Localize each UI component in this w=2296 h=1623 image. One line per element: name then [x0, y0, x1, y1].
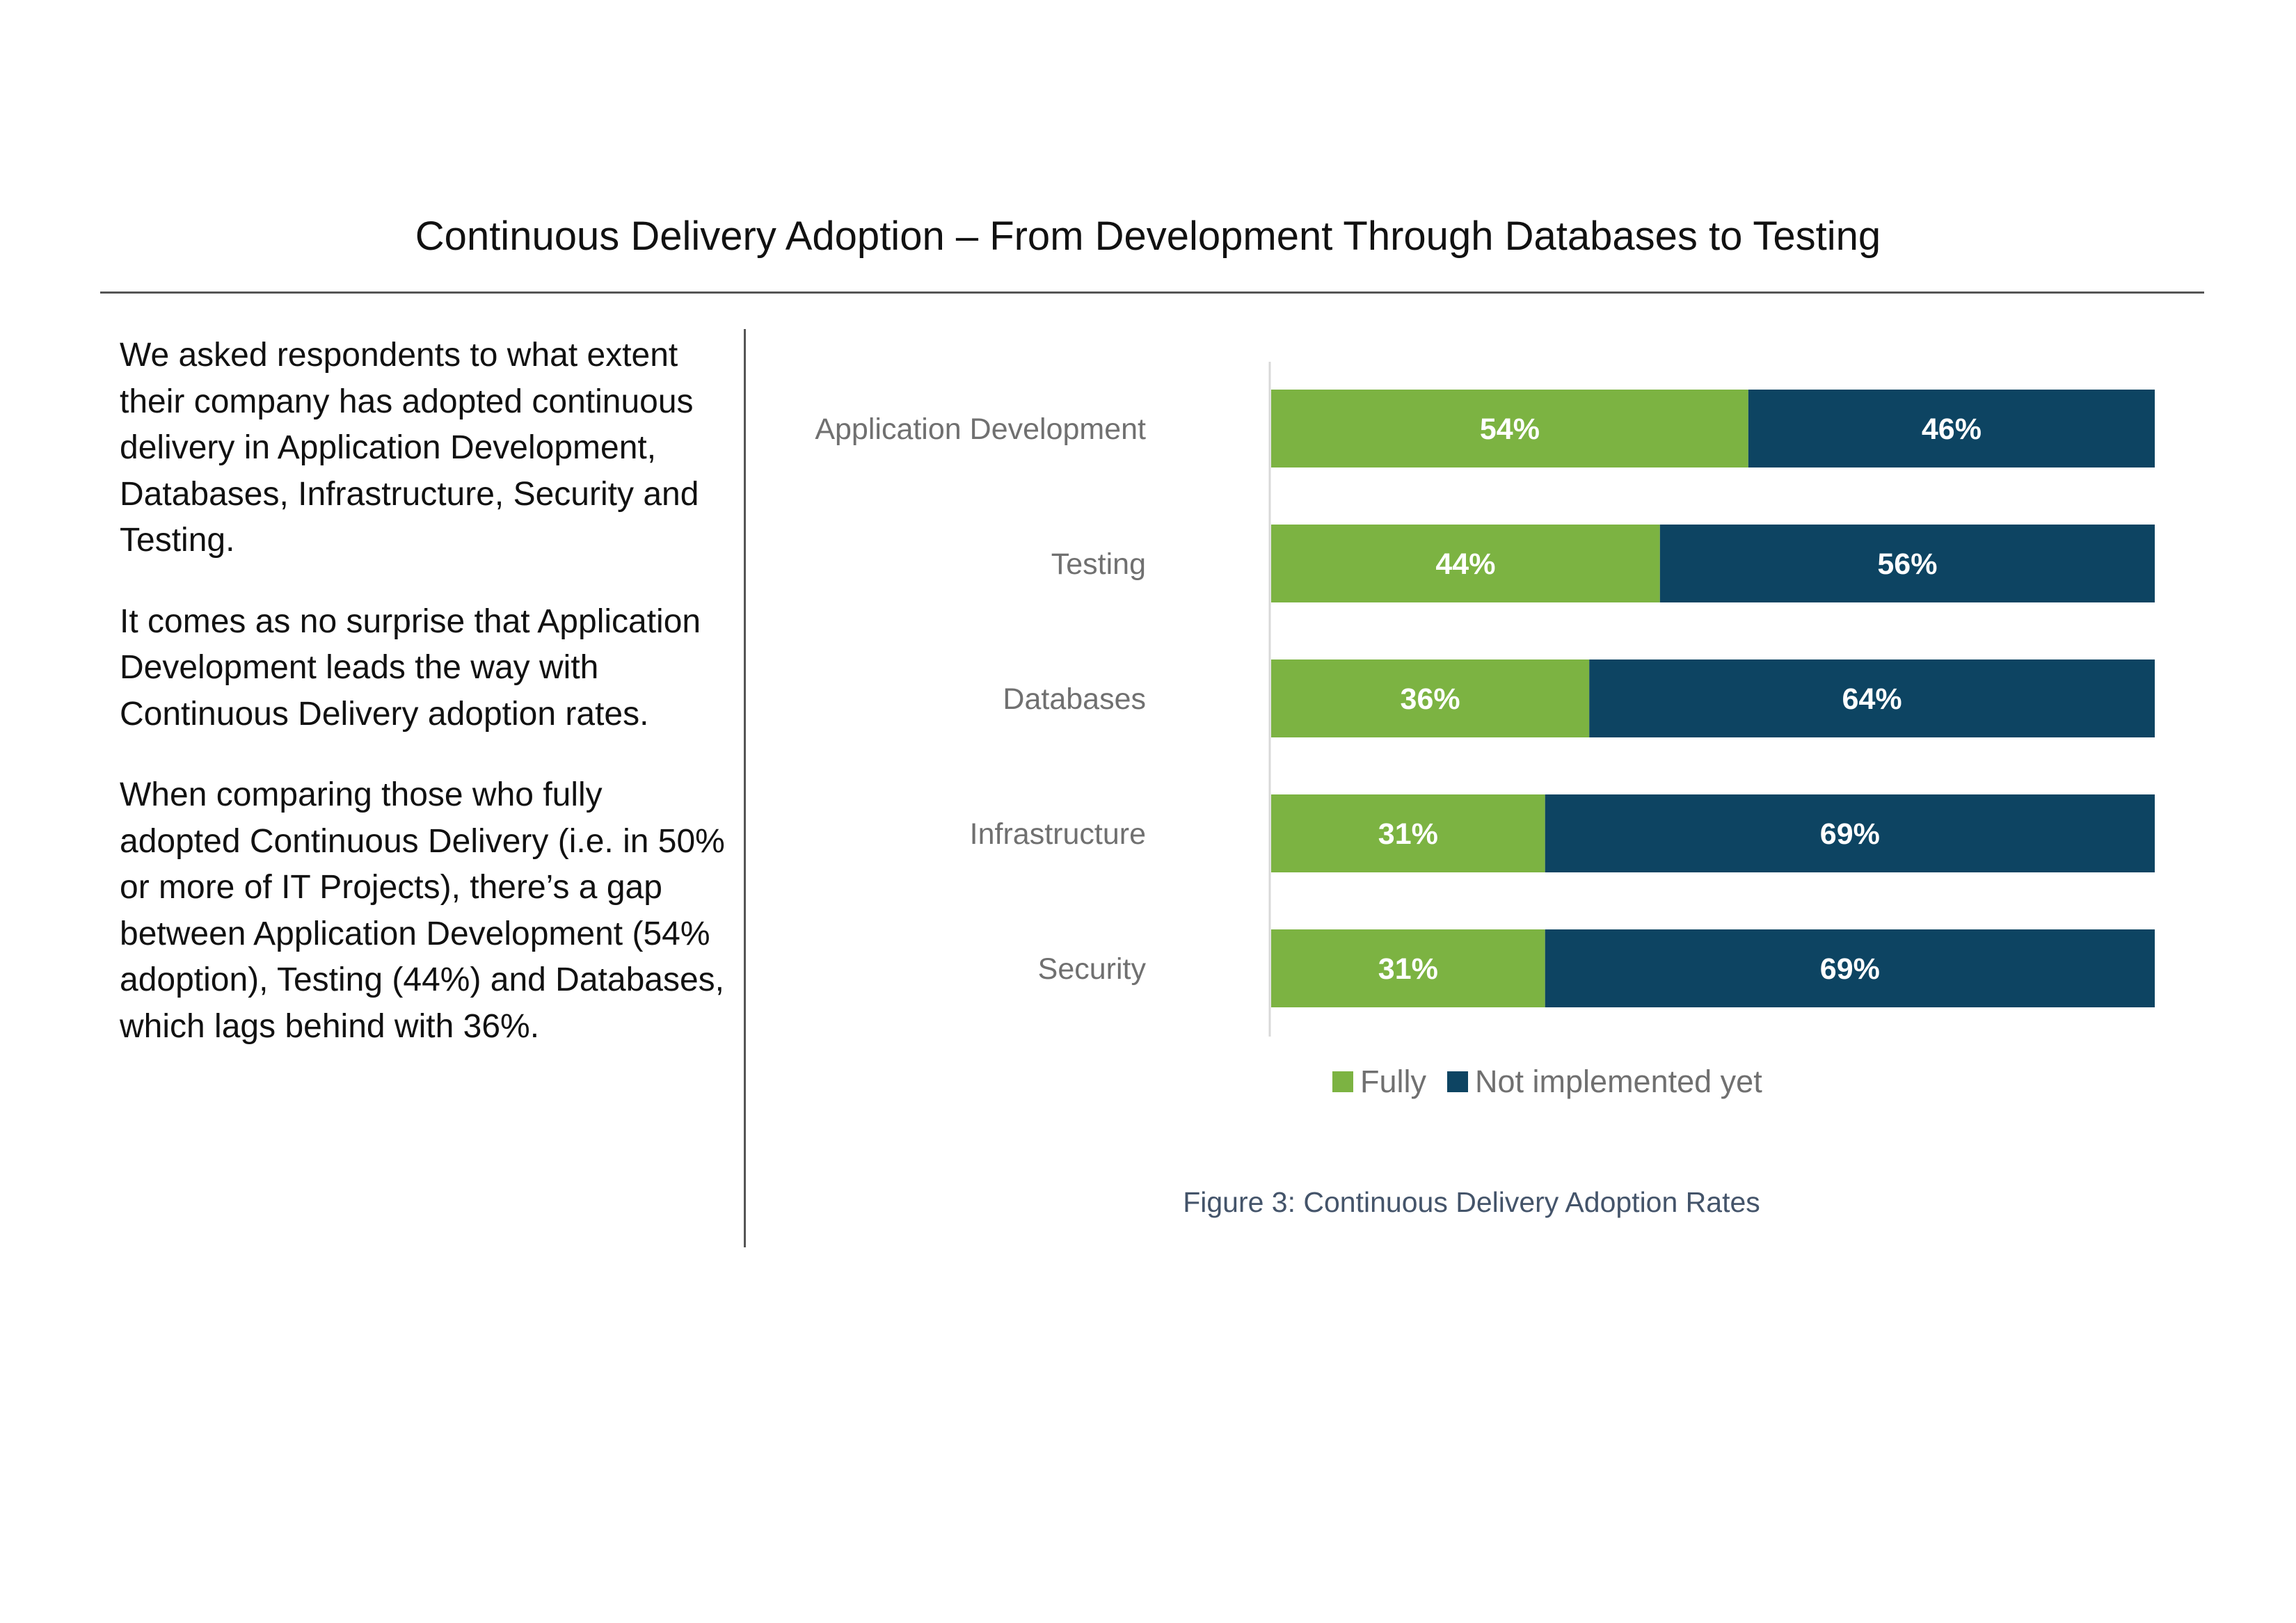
- data-label-infrastructure-fully: 31%: [1378, 817, 1438, 851]
- title-divider: [100, 291, 2204, 294]
- bar-testing-not-implemented-yet: [1659, 525, 2155, 602]
- legend-swatch-fully: [1332, 1071, 1353, 1092]
- data-label-databases-not-implemented-yet: 64%: [1842, 682, 1902, 716]
- data-label-application-development-fully: 54%: [1480, 413, 1540, 446]
- category-label-databases: Databases: [1003, 682, 1146, 716]
- intro-paragraph-1: We asked respondents to what extent thei…: [120, 337, 699, 559]
- data-label-infrastructure-not-implemented-yet: 69%: [1820, 817, 1880, 851]
- figure-caption: Figure 3: Continuous Delivery Adoption R…: [1183, 1186, 1760, 1218]
- bar-security-not-implemented-yet: [1545, 929, 2155, 1007]
- column-divider: [744, 329, 746, 1247]
- intro-paragraph-2: It comes as no surprise that Application…: [120, 602, 701, 733]
- data-label-security-not-implemented-yet: 69%: [1820, 952, 1880, 986]
- intro-paragraph-3: When comparing those who fully adopted C…: [120, 776, 725, 1045]
- data-label-testing-not-implemented-yet: 56%: [1877, 547, 1937, 581]
- intro-text: We asked respondents to what extent thei…: [120, 333, 732, 1085]
- bar-infrastructure-not-implemented-yet: [1545, 794, 2155, 872]
- bar-application-development-fully: [1271, 390, 1748, 467]
- bar-security-fully: [1271, 929, 1545, 1007]
- bar-testing-fully: [1271, 525, 1660, 602]
- data-label-security-fully: 31%: [1378, 952, 1438, 986]
- adoption-stacked-bar-chart: Application Development 54% 46% Testing 44% 5…: [815, 362, 2155, 1099]
- category-label-application-development: Application Development: [815, 413, 1146, 446]
- data-label-databases-fully: 36%: [1401, 682, 1460, 716]
- legend-label-fully: Fully: [1360, 1064, 1427, 1099]
- bar-databases-not-implemented-yet: [1589, 659, 2155, 737]
- bar-databases-fully: [1271, 659, 1590, 737]
- category-label-infrastructure: Infrastructure: [970, 817, 1146, 851]
- page-title: Continuous Delivery Adoption – From Deve…: [415, 214, 1881, 259]
- bar-application-development-not-implemented-yet: [1748, 390, 2155, 467]
- data-label-testing-fully: 44%: [1435, 547, 1495, 581]
- category-label-testing: Testing: [1051, 547, 1146, 581]
- bar-infrastructure-fully: [1271, 794, 1545, 872]
- legend-swatch-not-implemented-yet: [1447, 1071, 1468, 1092]
- category-label-security: Security: [1038, 952, 1147, 986]
- data-label-application-development-not-implemented-yet: 46%: [1922, 413, 1982, 446]
- legend-label-not-implemented-yet: Not implemented yet: [1475, 1064, 1762, 1099]
